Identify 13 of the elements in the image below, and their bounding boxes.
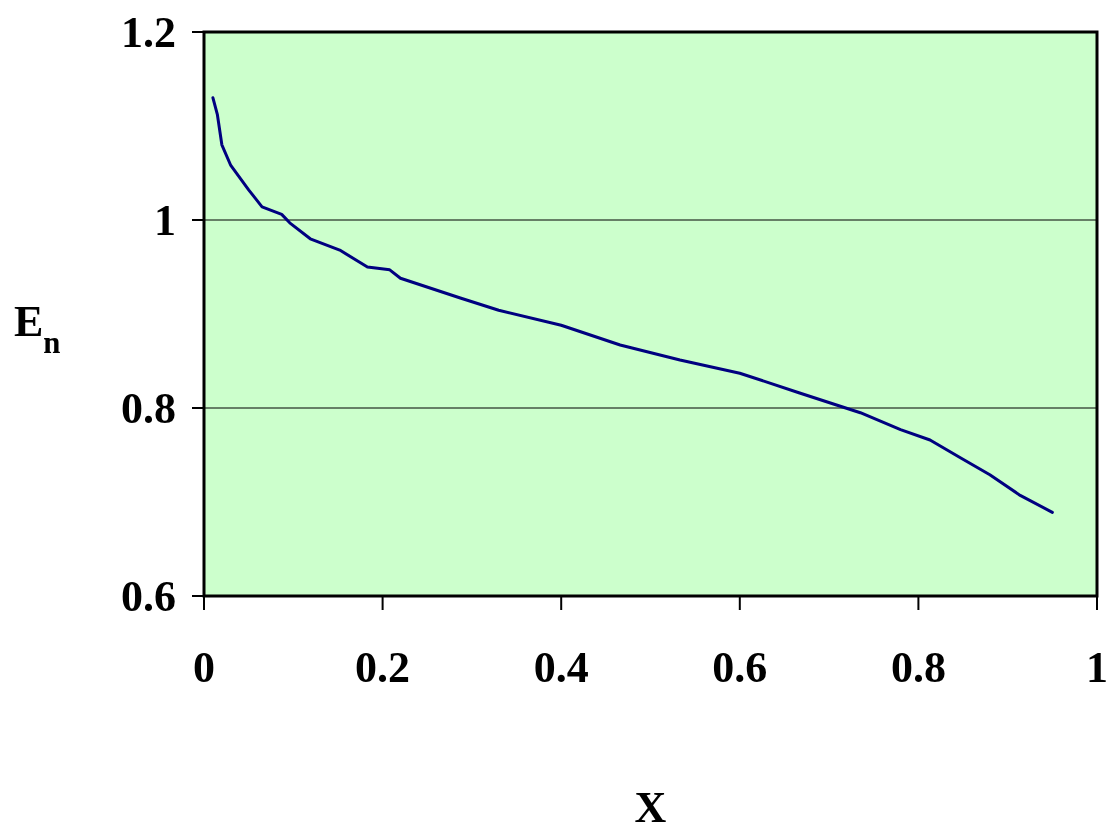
- x-tick-label: 0.2: [355, 643, 411, 692]
- x-tick-label: 0.6: [712, 643, 768, 692]
- y-tick-label: 0.6: [121, 572, 176, 622]
- x-tick-label: 0.4: [533, 643, 589, 692]
- x-tick-label: 1: [1086, 643, 1108, 692]
- x-axis-title: X: [634, 783, 667, 830]
- x-tick-label: 0.8: [890, 643, 946, 692]
- y-tick-label: 1.2: [121, 8, 176, 58]
- y-tick-label: 0.8: [121, 384, 176, 434]
- line-series: [211, 96, 1054, 514]
- x-tick-label: 0: [193, 643, 215, 692]
- y-tick-label: 1: [154, 196, 176, 246]
- y-axis-title: E$_{n}$: [14, 297, 61, 360]
